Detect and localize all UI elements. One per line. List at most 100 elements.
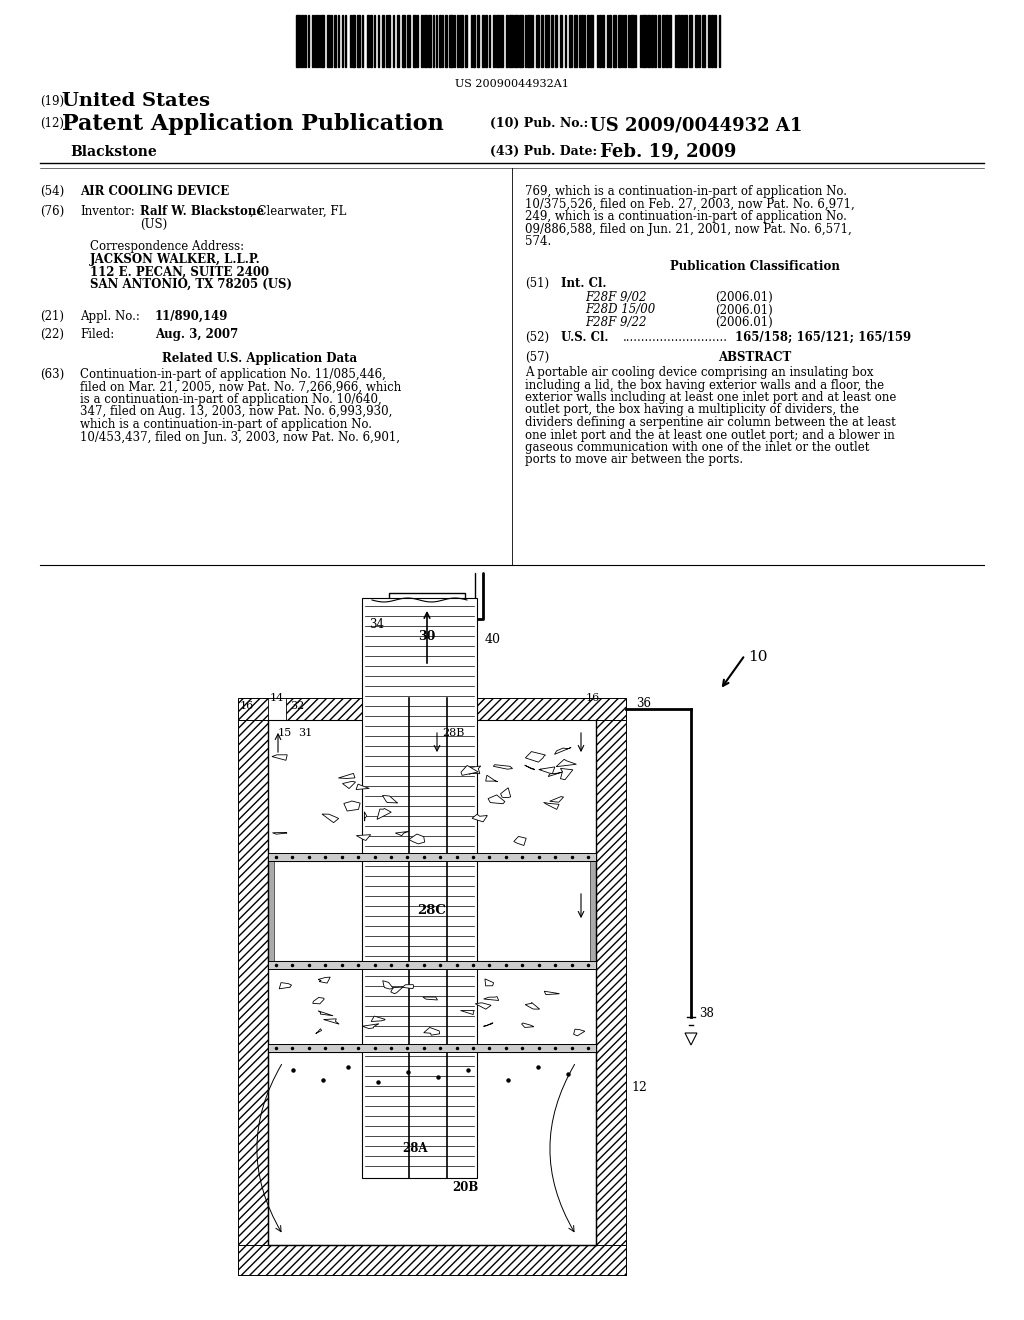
Bar: [651, 15, 653, 67]
Text: 12: 12: [631, 1081, 647, 1094]
Bar: [689, 15, 691, 67]
Bar: [465, 15, 467, 67]
Polygon shape: [315, 1028, 322, 1034]
Bar: [338, 15, 339, 67]
Text: 769, which is a continuation-in-part of application No.: 769, which is a continuation-in-part of …: [525, 185, 847, 198]
Text: which is a continuation-in-part of application No.: which is a continuation-in-part of appli…: [80, 418, 372, 432]
Bar: [599, 15, 600, 67]
Polygon shape: [525, 1002, 540, 1010]
Text: 249, which is a continuation-in-part of application No.: 249, which is a continuation-in-part of …: [525, 210, 847, 223]
Bar: [301, 15, 303, 67]
Bar: [509, 15, 513, 67]
Text: (57): (57): [525, 351, 549, 364]
Bar: [268, 719, 596, 1245]
Bar: [536, 15, 540, 67]
Bar: [268, 969, 596, 1044]
Bar: [362, 598, 477, 1177]
Text: (10) Pub. No.:: (10) Pub. No.:: [490, 117, 588, 129]
Polygon shape: [485, 979, 494, 986]
Bar: [590, 15, 593, 67]
Text: (US): (US): [140, 218, 167, 231]
Bar: [579, 15, 581, 67]
Bar: [635, 15, 637, 67]
Polygon shape: [550, 796, 563, 803]
Polygon shape: [272, 755, 287, 760]
Bar: [428, 15, 431, 67]
Bar: [584, 15, 585, 67]
Text: 09/886,588, filed on Jun. 21, 2001, now Pat. No. 6,571,: 09/886,588, filed on Jun. 21, 2001, now …: [525, 223, 852, 235]
Bar: [695, 15, 697, 67]
Bar: [433, 15, 434, 67]
Bar: [238, 698, 626, 719]
Text: is a continuation-in-part of application No. 10/640,: is a continuation-in-part of application…: [80, 393, 382, 407]
Bar: [335, 15, 336, 67]
Bar: [408, 15, 410, 67]
Bar: [414, 15, 416, 67]
Text: Feb. 19, 2009: Feb. 19, 2009: [600, 143, 736, 161]
Polygon shape: [402, 985, 414, 989]
Bar: [532, 15, 534, 67]
Bar: [666, 15, 668, 67]
Text: (19): (19): [40, 95, 65, 108]
Polygon shape: [312, 998, 324, 1003]
Polygon shape: [685, 1034, 697, 1045]
Bar: [609, 15, 611, 67]
Polygon shape: [545, 991, 559, 994]
Text: exterior walls including at least one inlet port and at least one: exterior walls including at least one in…: [525, 391, 896, 404]
Text: (43) Pub. Date:: (43) Pub. Date:: [490, 145, 597, 158]
Polygon shape: [362, 1024, 379, 1028]
Text: gaseous communication with one of the inlet or the outlet: gaseous communication with one of the in…: [525, 441, 869, 454]
Polygon shape: [395, 832, 410, 836]
Polygon shape: [514, 837, 526, 846]
Polygon shape: [324, 1019, 339, 1024]
Polygon shape: [525, 751, 546, 762]
Text: (51): (51): [525, 277, 549, 290]
Bar: [489, 15, 490, 67]
Bar: [497, 15, 500, 67]
Polygon shape: [548, 772, 563, 776]
Text: F28F 9/22: F28F 9/22: [585, 315, 646, 329]
Bar: [268, 961, 596, 969]
Text: dividers defining a serpentine air column between the at least: dividers defining a serpentine air colum…: [525, 416, 896, 429]
Text: (76): (76): [40, 205, 65, 218]
Text: Ralf W. Blackstone: Ralf W. Blackstone: [140, 205, 264, 218]
Bar: [541, 15, 543, 67]
Text: 38: 38: [699, 1007, 714, 1020]
Bar: [371, 15, 372, 67]
Text: Blackstone: Blackstone: [70, 145, 157, 158]
Bar: [308, 15, 309, 67]
Bar: [574, 15, 577, 67]
Text: outlet port, the box having a multiplicity of dividers, the: outlet port, the box having a multiplici…: [525, 404, 859, 417]
Text: AIR COOLING DEVICE: AIR COOLING DEVICE: [80, 185, 229, 198]
Polygon shape: [409, 834, 425, 843]
Bar: [675, 15, 676, 67]
Bar: [596, 719, 626, 1275]
Text: one inlet port and the at least one outlet port; and a blower in: one inlet port and the at least one outl…: [525, 429, 895, 441]
Text: 14: 14: [270, 693, 285, 704]
Polygon shape: [344, 801, 360, 810]
Bar: [711, 15, 713, 67]
Bar: [401, 15, 406, 67]
Bar: [268, 1044, 596, 1052]
Text: Appl. No.:: Appl. No.:: [80, 310, 140, 323]
Text: ............................: ............................: [623, 331, 728, 345]
Text: 28B: 28B: [442, 729, 464, 738]
Text: ports to move air between the ports.: ports to move air between the ports.: [525, 454, 743, 466]
Polygon shape: [461, 766, 478, 775]
Polygon shape: [365, 812, 367, 821]
Text: 20B: 20B: [452, 1180, 478, 1193]
Bar: [602, 15, 604, 67]
Bar: [551, 15, 553, 67]
Bar: [424, 15, 427, 67]
Text: 32: 32: [290, 701, 304, 711]
Text: A portable air cooling device comprising an insulating box: A portable air cooling device comprising…: [525, 366, 873, 379]
Text: 28A: 28A: [402, 1142, 427, 1155]
Text: (21): (21): [40, 310, 63, 323]
Bar: [482, 15, 484, 67]
Polygon shape: [501, 788, 511, 797]
Bar: [388, 15, 389, 67]
Bar: [374, 15, 375, 67]
Polygon shape: [391, 987, 403, 994]
Text: Inventor:: Inventor:: [80, 205, 135, 218]
Text: (2006.01): (2006.01): [715, 315, 773, 329]
